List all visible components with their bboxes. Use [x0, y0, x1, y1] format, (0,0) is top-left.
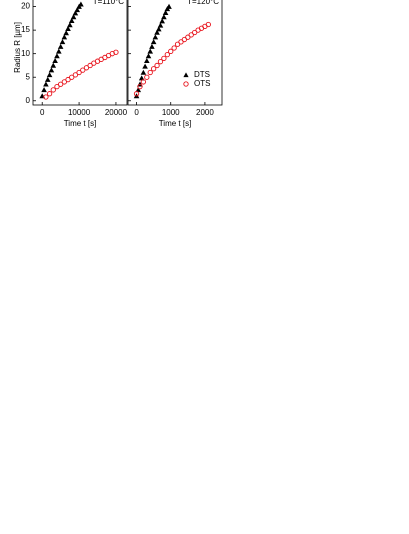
point: [72, 72, 79, 78]
x-tick-label: 0: [40, 108, 45, 117]
point: [157, 22, 164, 28]
point: [48, 67, 55, 73]
point: [152, 34, 159, 40]
point: [41, 87, 47, 93]
point: [46, 72, 53, 78]
point: [157, 59, 164, 65]
point: [142, 63, 148, 69]
point: [76, 69, 82, 76]
point: [87, 62, 93, 69]
point: [54, 83, 60, 90]
point: [188, 32, 194, 38]
point: [155, 26, 162, 32]
y-tick-label: 15: [21, 25, 30, 34]
legend-label: OTS: [194, 79, 210, 88]
point: [138, 75, 145, 81]
point: [133, 91, 140, 97]
legend-marker: [183, 72, 189, 78]
point: [168, 48, 174, 54]
point: [67, 22, 73, 28]
point: [54, 53, 60, 59]
point: [149, 43, 155, 49]
point: [174, 41, 181, 47]
point: [50, 62, 57, 68]
point: [46, 91, 53, 97]
point: [166, 3, 172, 9]
point: [83, 65, 90, 71]
point: [171, 45, 177, 51]
legend-label: DTS: [194, 70, 210, 79]
plot-frame: [32, 0, 128, 106]
point: [147, 48, 154, 54]
point: [70, 14, 77, 20]
point: [150, 39, 157, 45]
point: [161, 14, 167, 20]
point: [161, 55, 167, 62]
y-tick-label: 20: [21, 2, 30, 11]
point: [61, 34, 68, 40]
point: [181, 36, 188, 43]
point: [72, 10, 79, 16]
point: [178, 39, 184, 45]
point: [63, 30, 69, 36]
point: [159, 18, 165, 24]
point: [80, 67, 86, 73]
point: [137, 83, 143, 90]
point: [44, 76, 51, 82]
point: [61, 79, 67, 85]
point: [56, 48, 62, 54]
point: [145, 53, 152, 59]
point: [59, 39, 66, 45]
point: [43, 81, 49, 87]
y-tick-label: 10: [21, 49, 30, 58]
point: [50, 87, 56, 93]
y-axis-label: Radius R [µm]: [13, 22, 22, 73]
y-tick-label: 5: [26, 72, 31, 81]
point: [154, 62, 160, 69]
point: [192, 29, 198, 36]
point: [65, 25, 71, 31]
x-tick-label: 1000: [162, 108, 180, 117]
point: [164, 51, 170, 58]
x-axis-label: Time t [s]: [64, 119, 97, 128]
point: [113, 49, 119, 55]
point: [185, 34, 191, 40]
point: [69, 74, 75, 80]
y-tick-label: 0: [26, 96, 31, 105]
point: [205, 21, 211, 28]
point: [43, 94, 49, 100]
panel-title: T=110°C: [93, 0, 125, 6]
panel-title: T=120°C: [187, 0, 219, 6]
point: [57, 43, 64, 49]
point: [135, 87, 142, 93]
point: [68, 17, 75, 23]
point: [144, 57, 150, 63]
point: [147, 69, 153, 76]
point: [65, 76, 71, 83]
point: [74, 7, 81, 13]
point: [162, 9, 169, 15]
point: [140, 69, 147, 75]
x-tick-label: 2000: [196, 108, 214, 117]
point: [150, 66, 157, 72]
legend-marker: [183, 81, 189, 87]
point: [154, 29, 160, 35]
plot-frame: [127, 0, 223, 106]
x-tick-label: 0: [134, 108, 139, 117]
x-axis-label: Time t [s]: [159, 119, 192, 128]
point: [52, 57, 58, 63]
x-tick-label: 10000: [68, 108, 91, 117]
point: [144, 74, 150, 80]
point: [140, 79, 147, 85]
point: [78, 1, 84, 7]
x-tick-label: 20000: [105, 108, 128, 117]
point: [57, 81, 64, 87]
